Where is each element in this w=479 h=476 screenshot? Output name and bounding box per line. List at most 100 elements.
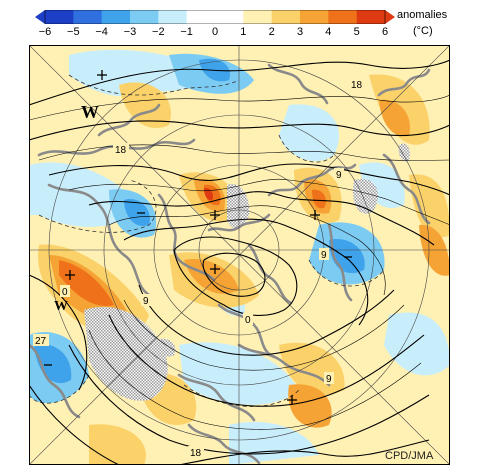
colorbar-segment: [243, 10, 272, 24]
contour-label: 9: [321, 250, 327, 261]
zero-line: [38, 179, 157, 233]
contour-line: [178, 439, 430, 465]
contour-line: [202, 252, 266, 297]
contour-label: 9: [326, 374, 332, 385]
contour-line: [108, 314, 425, 407]
contour-line: [29, 274, 88, 391]
hatched-area-greenland: [227, 184, 250, 230]
colorbar-segment: [158, 10, 187, 24]
colorbar: [35, 10, 395, 24]
cool-anomaly-regions: [29, 49, 450, 465]
hatched-area-andes: [398, 143, 410, 162]
contour-line: [48, 163, 450, 196]
colorbar-tick-label: 2: [268, 26, 275, 38]
coastline: [377, 68, 431, 97]
coastline: [157, 193, 216, 282]
coastline: [382, 153, 431, 225]
map-frame: [29, 45, 450, 465]
cool-region: [34, 344, 72, 384]
coastline: [267, 63, 329, 105]
cool-region: [359, 162, 405, 209]
contour-line: [123, 218, 369, 326]
colorbar-left-arrow: [35, 10, 45, 24]
warm-marker: W: [54, 299, 68, 314]
coastline: [267, 163, 357, 197]
contour-line: [88, 191, 435, 246]
contour-label: 18: [351, 80, 363, 91]
credit-label: CPD/JMA: [385, 450, 434, 462]
contour-label: 9: [143, 296, 149, 307]
colorbar-tick-label: 3: [296, 26, 304, 38]
colorbar-tick-label: −5: [67, 26, 80, 38]
contour-labels: 18 18 9 9 0 0 9 27 9 18: [33, 78, 365, 459]
coastline: [97, 103, 161, 137]
plus-icon: [97, 70, 107, 80]
colorbar-segment: [300, 10, 329, 24]
colorbar-tick-label: 1: [240, 26, 247, 38]
colorbar-segment: [73, 10, 102, 24]
contour-line: [108, 205, 386, 296]
contour-line: [29, 59, 450, 106]
contour-label: 0: [245, 315, 251, 326]
hatched-area-tibet: [84, 306, 168, 401]
coastline: [47, 183, 151, 297]
colorbar-segment: [101, 10, 131, 24]
coastline: [247, 243, 293, 305]
hatched-area-mongolia: [154, 338, 176, 357]
colorbar-segment: [356, 10, 386, 24]
colorbar-tick-label: 5: [353, 26, 360, 38]
zero-line: [278, 134, 335, 163]
contour-line: [138, 284, 395, 356]
contour-label: 0: [62, 287, 68, 298]
cool-region: [29, 162, 139, 227]
contour-label: 27: [35, 336, 47, 347]
contour-label: 18: [115, 145, 127, 156]
colorbar-segment: [130, 10, 159, 24]
contour-line: [173, 236, 298, 316]
colorbar-tick-label: −3: [123, 26, 137, 38]
legend-title: anomalies: [397, 9, 448, 21]
zero-anomaly-lines: [29, 74, 385, 407]
zero-line: [308, 259, 385, 287]
highland-hatch: [84, 143, 410, 401]
hatched-area-rockies: [353, 179, 378, 214]
cool-region: [279, 104, 339, 162]
contour-line: [29, 94, 450, 121]
cool-region: [124, 199, 150, 226]
warm-region: [288, 384, 332, 428]
colorbar-tick-label: 4: [325, 26, 332, 38]
colorbar-tick-label: 0: [211, 26, 219, 38]
coastline: [29, 343, 81, 419]
warm-marker: W: [81, 102, 99, 122]
coastline: [217, 303, 276, 359]
colorbar-tick-label: −6: [38, 26, 52, 38]
zero-line: [29, 374, 90, 404]
colorbar-tick-label: −1: [180, 26, 193, 38]
colorbar-segment: [215, 10, 244, 24]
colorbar-segment: [186, 10, 216, 24]
coastline: [187, 423, 261, 465]
zero-line: [68, 74, 240, 96]
contour-line: [88, 329, 422, 430]
legend-unit: (°C): [413, 25, 433, 37]
plus-icon: [65, 270, 75, 280]
markers: W W: [44, 70, 352, 405]
contour-line: [68, 178, 450, 226]
warm-region: [379, 99, 410, 136]
contour-line: [123, 299, 405, 371]
plus-icon: [310, 210, 320, 220]
height-contours: [29, 59, 450, 465]
contour-line: [29, 384, 120, 465]
contour-label: 9: [336, 170, 342, 181]
contour-label: 18: [190, 448, 202, 459]
zero-line: [183, 384, 300, 407]
warm-region: [59, 260, 114, 306]
plus-icon: [287, 395, 297, 405]
contour-line: [68, 344, 430, 455]
coastline: [177, 373, 256, 422]
coastline: [327, 223, 353, 302]
contour-line: [29, 120, 450, 141]
colorbar-segment: [45, 10, 74, 24]
warm-region: [312, 189, 326, 209]
